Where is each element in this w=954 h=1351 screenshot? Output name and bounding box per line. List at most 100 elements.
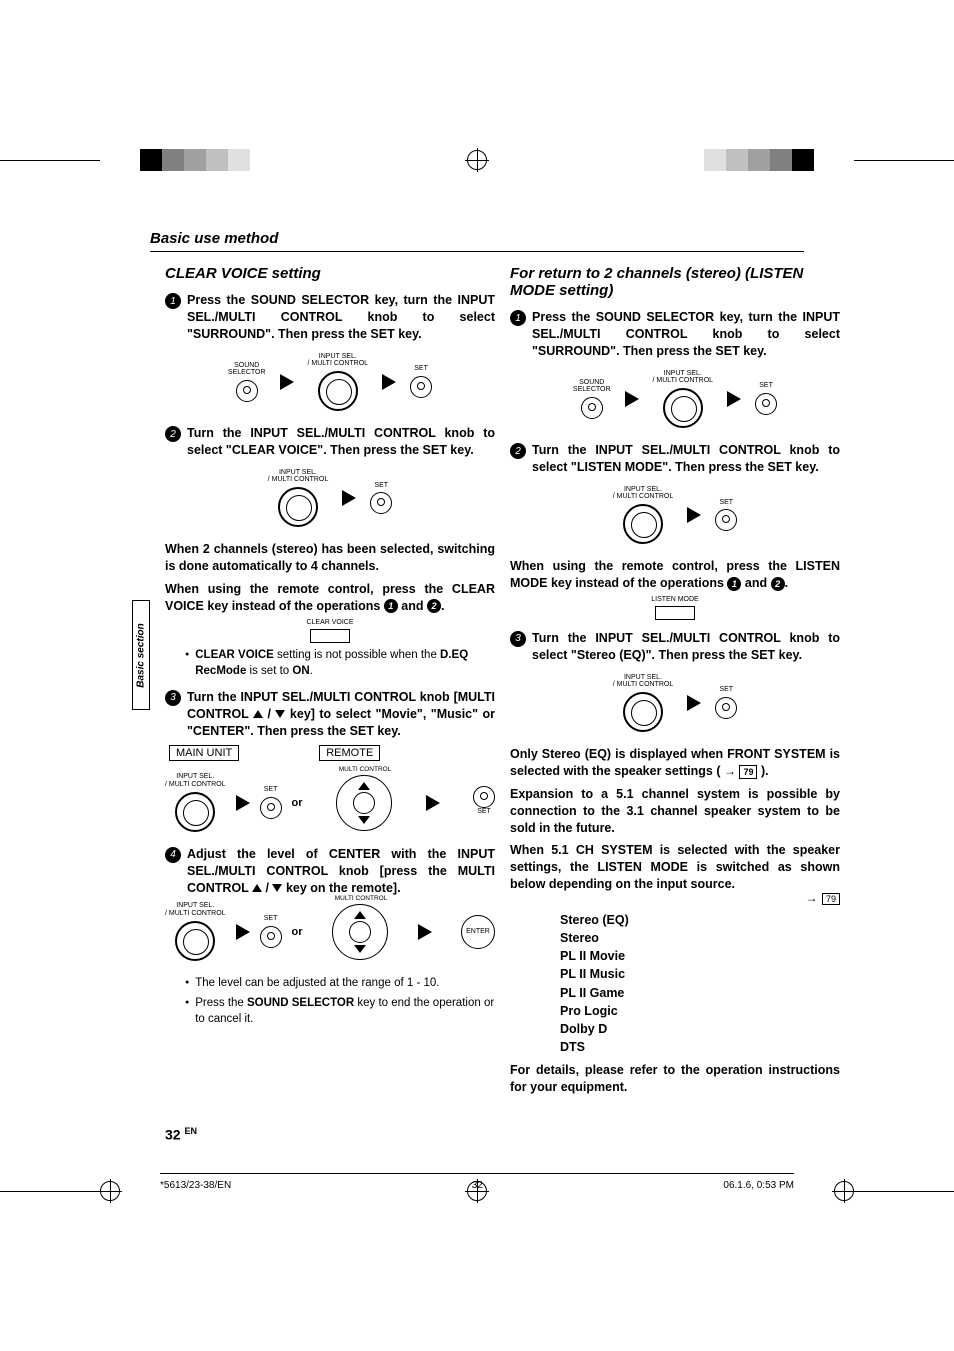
- input-sel-label: INPUT SEL. / MULTI CONTROL: [165, 773, 226, 788]
- set-label: SET: [264, 915, 278, 923]
- set-knob-icon: [755, 393, 777, 415]
- set-knob-icon: [473, 786, 495, 808]
- clear-voice-btn-label: CLEAR VOICE: [165, 619, 495, 626]
- print-registration-bottom: [0, 1171, 954, 1211]
- input-sel-knob-icon: [175, 792, 215, 832]
- registration-mark-icon: [834, 1181, 854, 1201]
- arrow-right-icon: [727, 391, 741, 407]
- or-label: or: [292, 797, 303, 809]
- color-bars-left: [140, 149, 250, 171]
- remote-pad-icon: MULTI CONTROL: [336, 775, 392, 831]
- input-sel-label: INPUT SEL. / MULTI CONTROL: [165, 902, 226, 917]
- left-column: CLEAR VOICE setting 1 Press the SOUND SE…: [165, 265, 495, 1027]
- note1: When 2 channels (stereo) has been select…: [165, 541, 495, 575]
- set-knob-icon: [260, 797, 282, 819]
- arrow-right-icon: [236, 795, 250, 811]
- bullet-level-range: The level can be adjusted at the range o…: [165, 975, 495, 991]
- registration-mark-icon: [467, 1181, 487, 1201]
- arrow-right-icon: [426, 795, 440, 811]
- step-number-2: 2: [165, 426, 181, 442]
- r-diagram-step3: INPUT SEL. / MULTI CONTROL SET: [510, 674, 840, 732]
- sound-selector-knob-icon: [581, 397, 603, 419]
- diagram-step3: INPUT SEL. / MULTI CONTROL SET or MULTI …: [165, 773, 495, 831]
- r-diagram-step1: SOUND SELECTOR INPUT SEL. / MULTI CONTRO…: [510, 370, 840, 428]
- bullet-clear-voice-note: CLEAR VOICE setting is not possible when…: [165, 647, 495, 679]
- set-label: SET: [414, 365, 428, 373]
- set-knob-icon: [370, 492, 392, 514]
- registration-mark-icon: [467, 150, 487, 170]
- input-sel-knob-icon: [663, 388, 703, 428]
- or-label: or: [292, 926, 303, 938]
- set-label: SET: [477, 808, 491, 816]
- step-number-1: 1: [165, 293, 181, 309]
- input-sel-knob-icon: [623, 692, 663, 732]
- print-registration-top: [0, 140, 954, 180]
- color-bars-right: [704, 149, 814, 171]
- listen-mode-btn-label: LISTEN MODE: [510, 596, 840, 603]
- sound-selector-label: SOUND SELECTOR: [573, 379, 611, 394]
- input-sel-knob-icon: [278, 487, 318, 527]
- step-number-3: 3: [510, 631, 526, 647]
- set-knob-icon: [715, 509, 737, 531]
- side-tab: Basic section: [132, 600, 150, 710]
- diagram-step1: SOUND SELECTOR INPUT SEL. / MULTI CONTRO…: [165, 353, 495, 411]
- step-number-3: 3: [165, 690, 181, 706]
- page-number: 32 EN: [165, 1126, 197, 1143]
- arrow-right-icon: [342, 490, 356, 506]
- main-unit-label: MAIN UNIT: [169, 745, 239, 761]
- multi-control-label: MULTI CONTROL: [321, 895, 401, 902]
- side-tab-label: Basic section: [136, 623, 147, 687]
- input-sel-knob-icon: [623, 504, 663, 544]
- arrow-right-icon: [280, 374, 294, 390]
- input-sel-label: INPUT SEL. / MULTI CONTROL: [653, 370, 714, 385]
- r-note3: Expansion to a 5.1 channel system is pos…: [510, 786, 840, 837]
- input-sel-label: INPUT SEL. / MULTI CONTROL: [308, 353, 369, 368]
- input-sel-knob-icon: [318, 371, 358, 411]
- bullet-sound-selector: Press the SOUND SELECTOR key to end the …: [165, 995, 495, 1027]
- step-number-4: 4: [165, 847, 181, 863]
- set-label: SET: [374, 482, 388, 490]
- r-step1-text: Press the SOUND SELECTOR key, turn the I…: [532, 309, 840, 360]
- set-label: SET: [264, 786, 278, 794]
- set-label: SET: [719, 499, 733, 507]
- r-step3-text: Turn the INPUT SEL./MULTI CONTROL knob t…: [532, 630, 840, 664]
- r-diagram-step2: INPUT SEL. / MULTI CONTROL SET: [510, 486, 840, 544]
- sound-selector-label: SOUND SELECTOR: [228, 362, 266, 377]
- r-note4: When 5.1 CH SYSTEM is selected with the …: [510, 842, 840, 893]
- set-knob-icon: [410, 376, 432, 398]
- r-note1: When using the remote control, press the…: [510, 558, 840, 592]
- r-note5: For details, please refer to the operati…: [510, 1062, 840, 1096]
- input-sel-label: INPUT SEL. / MULTI CONTROL: [268, 469, 329, 484]
- input-sel-label: INPUT SEL. / MULTI CONTROL: [613, 486, 674, 501]
- arrow-right-icon: [236, 924, 250, 940]
- arrow-right-icon: [382, 374, 396, 390]
- step1-text: Press the SOUND SELECTOR key, turn the I…: [187, 292, 495, 343]
- input-sel-label: INPUT SEL. / MULTI CONTROL: [613, 674, 674, 689]
- remote-label: REMOTE: [319, 745, 380, 761]
- listen-mode-title: For return to 2 channels (stereo) (LISTE…: [510, 265, 840, 299]
- enter-button-icon: ENTER: [461, 915, 495, 949]
- r-step2-text: Turn the INPUT SEL./MULTI CONTROL knob t…: [532, 442, 840, 476]
- step-number-1: 1: [510, 310, 526, 326]
- arrow-right-icon: [625, 391, 639, 407]
- note2: When using the remote control, press the…: [165, 581, 495, 615]
- remote-pad-icon: MULTI CONTROL: [332, 904, 388, 960]
- diagram-step2: INPUT SEL. / MULTI CONTROL SET: [165, 469, 495, 527]
- step2-text: Turn the INPUT SEL./MULTI CONTROL knob t…: [187, 425, 495, 459]
- set-knob-icon: [260, 926, 282, 948]
- listen-modes-list: Stereo (EQ) Stereo PL II Movie PL II Mus…: [510, 911, 840, 1056]
- set-label: SET: [759, 382, 773, 390]
- input-sel-knob-icon: [175, 921, 215, 961]
- multi-control-label: MULTI CONTROL: [325, 766, 405, 773]
- arrow-right-icon: [687, 695, 701, 711]
- diagram-step4: INPUT SEL. / MULTI CONTROL SET or MULTI …: [165, 902, 495, 960]
- arrow-right-icon: [418, 924, 432, 940]
- page-header-title: Basic use method: [150, 230, 804, 247]
- set-knob-icon: [715, 697, 737, 719]
- page-header: Basic use method: [150, 230, 804, 252]
- listen-mode-button-icon: [655, 606, 695, 620]
- step-number-2: 2: [510, 443, 526, 459]
- set-label: SET: [719, 686, 733, 694]
- step4-text: Adjust the level of CENTER with the INPU…: [187, 846, 495, 897]
- registration-mark-icon: [100, 1181, 120, 1201]
